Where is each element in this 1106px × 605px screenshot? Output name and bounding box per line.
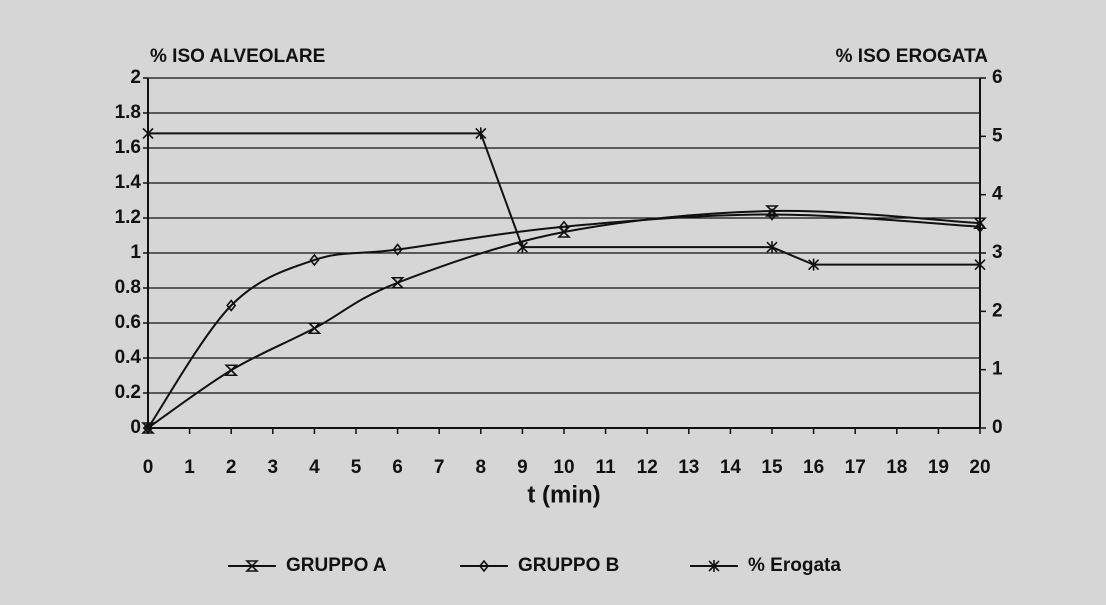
x-tick-label: 7 (434, 457, 445, 478)
y-tick-label: 0.4 (115, 347, 142, 368)
y2-tick-label: 6 (992, 67, 1003, 88)
x-tick-label: 19 (928, 457, 949, 478)
x-axis-label: t (min) (527, 481, 600, 508)
marker (516, 241, 528, 254)
y-axis-label: % ISO ALVEOLARE (150, 46, 325, 67)
marker (392, 243, 403, 256)
marker (309, 253, 320, 267)
x-tick-label: 5 (351, 457, 362, 478)
x-tick-label: 16 (803, 457, 824, 478)
marker (307, 322, 322, 335)
x-tick-label: 2 (226, 457, 237, 478)
x-tick-label: 17 (845, 457, 866, 478)
marker (558, 220, 570, 234)
y-tick-label: 1.2 (115, 207, 141, 228)
legend-marker (478, 559, 490, 573)
marker (974, 258, 986, 271)
marker (390, 276, 405, 289)
y2-axis-label: % ISO EROGATA (836, 46, 989, 67)
x-tick-label: 14 (720, 457, 742, 478)
x-tick-label: 20 (969, 457, 990, 478)
marker (974, 220, 986, 234)
series-line (147, 213, 981, 429)
x-tick-label: 6 (392, 457, 403, 478)
series-line (147, 209, 981, 429)
legend-label: GRUPPO B (518, 555, 619, 576)
y2-tick-label: 1 (992, 359, 1003, 380)
marker (475, 127, 487, 140)
y-tick-label: 1.6 (115, 137, 141, 158)
marker (766, 241, 778, 254)
x-tick-label: 15 (761, 457, 783, 478)
legend-marker (708, 560, 720, 572)
y2-tick-label: 4 (992, 184, 1003, 205)
y-tick-label: 1 (130, 242, 141, 263)
marker (766, 208, 778, 221)
x-tick-label: 12 (637, 457, 658, 478)
x-tick-label: 4 (309, 457, 320, 478)
y2-tick-label: 3 (992, 242, 1003, 263)
x-tick-label: 3 (268, 457, 279, 478)
x-tick-label: 13 (678, 457, 699, 478)
legend-marker (245, 560, 259, 572)
y-tick-label: 0.8 (115, 277, 141, 298)
y2-tick-label: 5 (992, 125, 1003, 146)
y-tick-label: 1.4 (115, 172, 142, 193)
x-tick-label: 8 (476, 457, 487, 478)
legend-label: % Erogata (748, 555, 841, 576)
marker (224, 364, 239, 377)
x-tick-label: 9 (517, 457, 528, 478)
y-tick-label: 0 (130, 417, 141, 438)
x-tick-label: 11 (596, 457, 617, 478)
marker (142, 127, 154, 140)
y2-tick-label: 2 (992, 300, 1003, 321)
x-tick-label: 0 (143, 457, 154, 478)
legend-label: GRUPPO A (286, 555, 387, 576)
marker (142, 421, 154, 435)
marker (226, 299, 237, 312)
x-tick-label: 1 (184, 457, 195, 478)
x-tick-label: 18 (886, 457, 907, 478)
y-tick-label: 0.6 (115, 312, 141, 333)
y-tick-label: 0.2 (115, 382, 141, 403)
series-line (148, 132, 980, 266)
y2-tick-label: 0 (992, 417, 1003, 438)
x-tick-label: 10 (553, 457, 574, 478)
y-tick-label: 1.8 (115, 102, 141, 123)
marker (808, 258, 820, 271)
y-tick-label: 2 (130, 67, 141, 88)
